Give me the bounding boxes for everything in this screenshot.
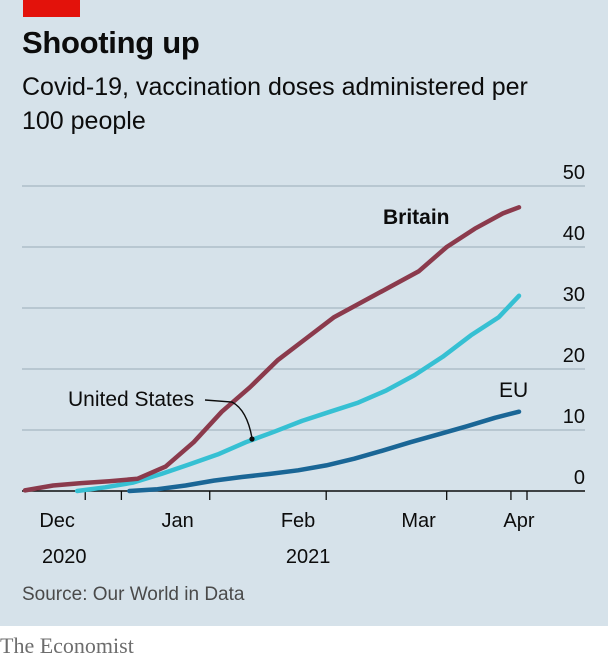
source-note: Source: Our World in Data <box>22 584 245 605</box>
series-line-britain <box>22 205 522 493</box>
chart-title: Shooting up <box>22 25 200 60</box>
y-tick-label: 40 <box>563 223 585 245</box>
x-tick-label: Feb <box>281 510 315 532</box>
economist-wordmark: The Economist <box>0 633 134 658</box>
line-chart: 0 10 20 30 40 50 Dec Jan Feb Mar Apr 2020 2021 Brit… <box>22 162 585 568</box>
x-tick-label: Dec <box>39 510 75 532</box>
y-tick-label: 50 <box>563 162 585 184</box>
brand-red-tab <box>23 0 80 17</box>
annotation-dot <box>249 436 255 442</box>
x-year-label: 2021 <box>286 546 331 568</box>
series-line-eu <box>127 409 522 494</box>
x-tick-label: Mar <box>401 510 436 532</box>
x-tick-label: Jan <box>161 510 193 532</box>
annotation-leader-line <box>204 399 253 439</box>
series-label-britain: Britain <box>383 206 450 229</box>
y-tick-label: 20 <box>563 345 585 367</box>
x-year-label: 2020 <box>42 546 87 568</box>
series-label-eu: EU <box>499 379 528 402</box>
y-tick-label: 10 <box>563 406 585 428</box>
series-label-united-states: United States <box>68 388 194 411</box>
y-tick-label: 0 <box>574 467 585 489</box>
x-tick-label: Apr <box>503 510 534 532</box>
chart-card: Shooting up Covid-19, vaccination doses … <box>0 0 608 626</box>
series-line-united-states <box>74 293 522 494</box>
chart-subtitle: Covid-19, vaccination doses administered… <box>22 73 528 135</box>
y-tick-label: 30 <box>563 284 585 306</box>
